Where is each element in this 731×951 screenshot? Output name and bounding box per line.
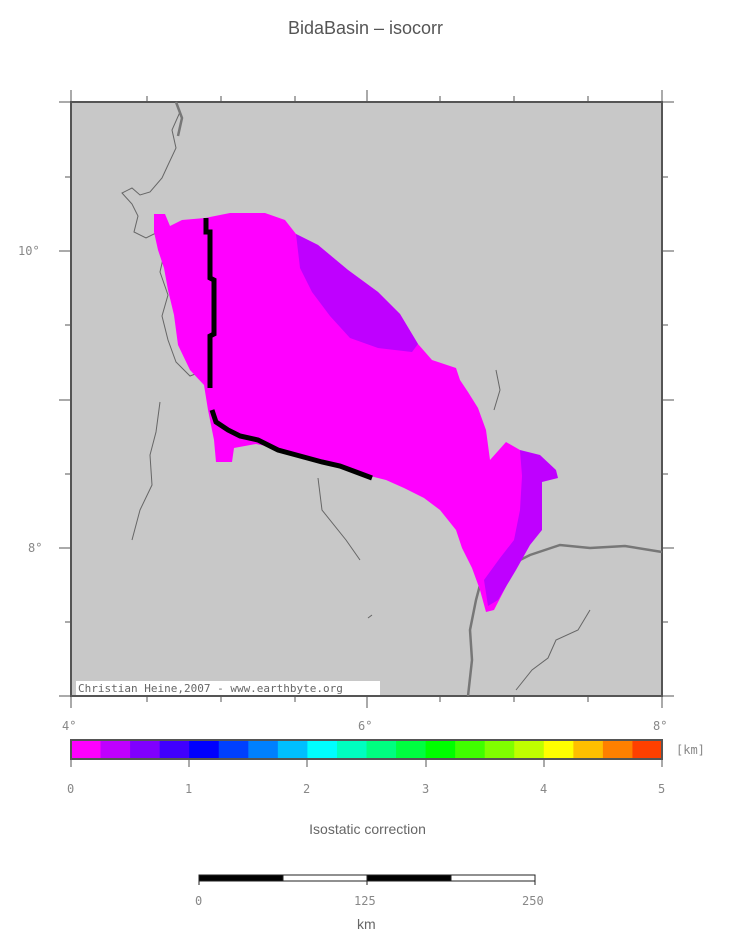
colorbar-tick-0: 0 <box>67 782 75 796</box>
colorbar-tick-5: 5 <box>658 782 666 796</box>
colorbar-segment <box>543 741 574 758</box>
scalebar-label-0: 0 <box>195 894 203 908</box>
colorbar-segment <box>425 741 456 758</box>
basin-region <box>154 213 530 612</box>
colorbar-segment <box>189 741 220 758</box>
credit-text: Christian Heine,2007 - www.earthbyte.org <box>78 682 343 695</box>
colorbar-title: Isostatic correction <box>309 821 426 837</box>
colorbar-segment <box>159 741 190 758</box>
colorbar-segment <box>632 741 663 758</box>
colorbar-tick-2: 2 <box>303 782 311 796</box>
colorbar-segment <box>602 741 633 758</box>
colorbar-segment <box>573 741 604 758</box>
lat-label-10: 10° <box>18 244 40 258</box>
scalebar <box>198 874 536 885</box>
colorbar-segment <box>130 741 161 758</box>
colorbar-tick-3: 3 <box>422 782 430 796</box>
colorbar-segment <box>71 741 102 758</box>
scalebar-label-125: 125 <box>354 894 376 908</box>
map-title: BidaBasin – isocorr <box>287 18 444 38</box>
lon-label-4: 4° <box>62 719 77 733</box>
colorbar <box>71 741 663 758</box>
basin-deep-zone-north <box>296 234 418 352</box>
colorbar-segment <box>396 741 427 758</box>
colorbar-segment <box>307 741 338 758</box>
colorbar-segment <box>366 741 397 758</box>
lat-label-8: 8° <box>28 541 43 555</box>
lon-label-8: 8° <box>653 719 668 733</box>
colorbar-segment <box>218 741 249 758</box>
colorbar-segment <box>277 741 308 758</box>
colorbar-tick-4: 4 <box>540 782 548 796</box>
credit-box <box>76 681 380 695</box>
colorbar-segment <box>248 741 279 758</box>
colorbar-frame <box>70 739 663 760</box>
colorbar-segment <box>455 741 486 758</box>
lon-label-6: 6° <box>358 719 373 733</box>
scalebar-unit: km <box>357 916 376 932</box>
colorbar-tick-1: 1 <box>185 782 193 796</box>
basin-deep-zone-south <box>484 450 558 606</box>
colorbar-unit: [km] <box>676 743 705 757</box>
frame-ticks <box>59 90 674 708</box>
basin-outline <box>203 218 373 481</box>
colorbar-segment <box>336 741 367 758</box>
scalebar-label-250: 250 <box>522 894 544 908</box>
colorbar-segment <box>100 741 131 758</box>
colorbar-segment <box>514 741 545 758</box>
colorbar-segment <box>484 741 515 758</box>
